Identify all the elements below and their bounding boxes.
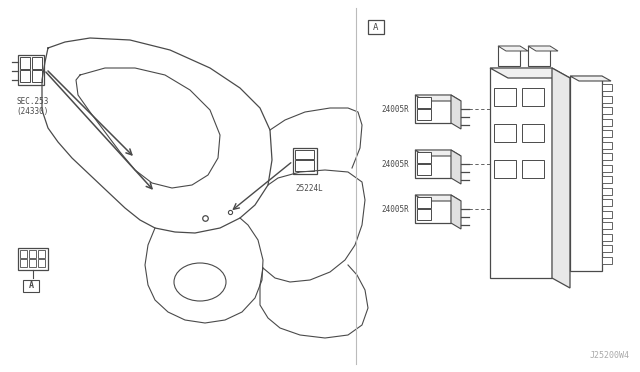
Bar — [32, 70, 42, 82]
Bar — [38, 259, 45, 267]
Polygon shape — [528, 46, 558, 51]
Bar — [415, 150, 451, 178]
Bar — [20, 70, 30, 82]
Bar — [417, 109, 431, 120]
Bar — [417, 152, 431, 163]
Bar — [295, 150, 314, 159]
Bar — [602, 84, 612, 92]
Bar — [494, 160, 516, 178]
Bar — [602, 222, 612, 229]
Bar — [415, 95, 451, 123]
Text: 24005R: 24005R — [381, 105, 409, 113]
Bar — [29, 259, 36, 267]
Bar — [38, 250, 45, 258]
Bar — [602, 130, 612, 137]
Polygon shape — [570, 76, 611, 81]
Bar — [602, 153, 612, 160]
Bar — [29, 250, 36, 258]
Polygon shape — [552, 68, 570, 288]
Bar — [20, 259, 27, 267]
Bar — [417, 197, 431, 208]
Bar — [602, 165, 612, 172]
Bar — [528, 46, 550, 66]
Text: J25200W4: J25200W4 — [590, 351, 630, 360]
Bar — [602, 176, 612, 183]
Polygon shape — [451, 95, 461, 129]
Bar — [368, 20, 384, 34]
Bar — [18, 248, 48, 270]
Bar — [18, 55, 44, 85]
Bar — [602, 234, 612, 241]
Text: A: A — [373, 22, 379, 32]
Text: 25224L: 25224L — [295, 184, 323, 193]
Bar — [23, 280, 39, 292]
Bar — [32, 57, 42, 69]
Text: SEC.253
(24330): SEC.253 (24330) — [16, 97, 49, 116]
Bar — [522, 88, 544, 106]
Bar — [417, 97, 431, 108]
Bar — [417, 209, 431, 220]
Bar — [602, 119, 612, 126]
Bar — [417, 164, 431, 175]
Bar — [415, 195, 451, 223]
Text: 24005R: 24005R — [381, 205, 409, 214]
Bar — [602, 142, 612, 149]
Bar — [494, 88, 516, 106]
Bar — [498, 46, 520, 66]
Bar — [602, 211, 612, 218]
Bar — [494, 124, 516, 142]
Polygon shape — [451, 150, 461, 184]
Polygon shape — [415, 150, 461, 156]
Bar — [522, 124, 544, 142]
Polygon shape — [490, 68, 570, 78]
Bar — [570, 76, 602, 271]
Bar — [295, 160, 314, 171]
Polygon shape — [451, 195, 461, 229]
Text: 24005R: 24005R — [381, 160, 409, 169]
Bar — [602, 108, 612, 115]
Polygon shape — [498, 46, 528, 51]
Bar — [293, 148, 317, 174]
Bar — [490, 68, 552, 278]
Bar — [602, 188, 612, 195]
Text: A: A — [29, 282, 33, 291]
Bar — [602, 96, 612, 103]
Bar — [602, 257, 612, 263]
Polygon shape — [415, 95, 461, 101]
Bar — [20, 250, 27, 258]
Bar — [602, 245, 612, 252]
Bar — [522, 160, 544, 178]
Bar — [20, 57, 30, 69]
Polygon shape — [415, 195, 461, 201]
Bar — [602, 199, 612, 206]
